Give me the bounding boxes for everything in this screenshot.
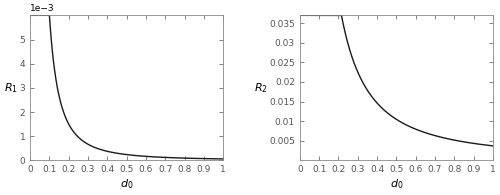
X-axis label: $d_0$: $d_0$: [390, 177, 403, 191]
Y-axis label: $R_1$: $R_1$: [4, 81, 18, 95]
X-axis label: $d_0$: $d_0$: [120, 177, 134, 191]
Y-axis label: $R_2$: $R_2$: [254, 81, 268, 95]
